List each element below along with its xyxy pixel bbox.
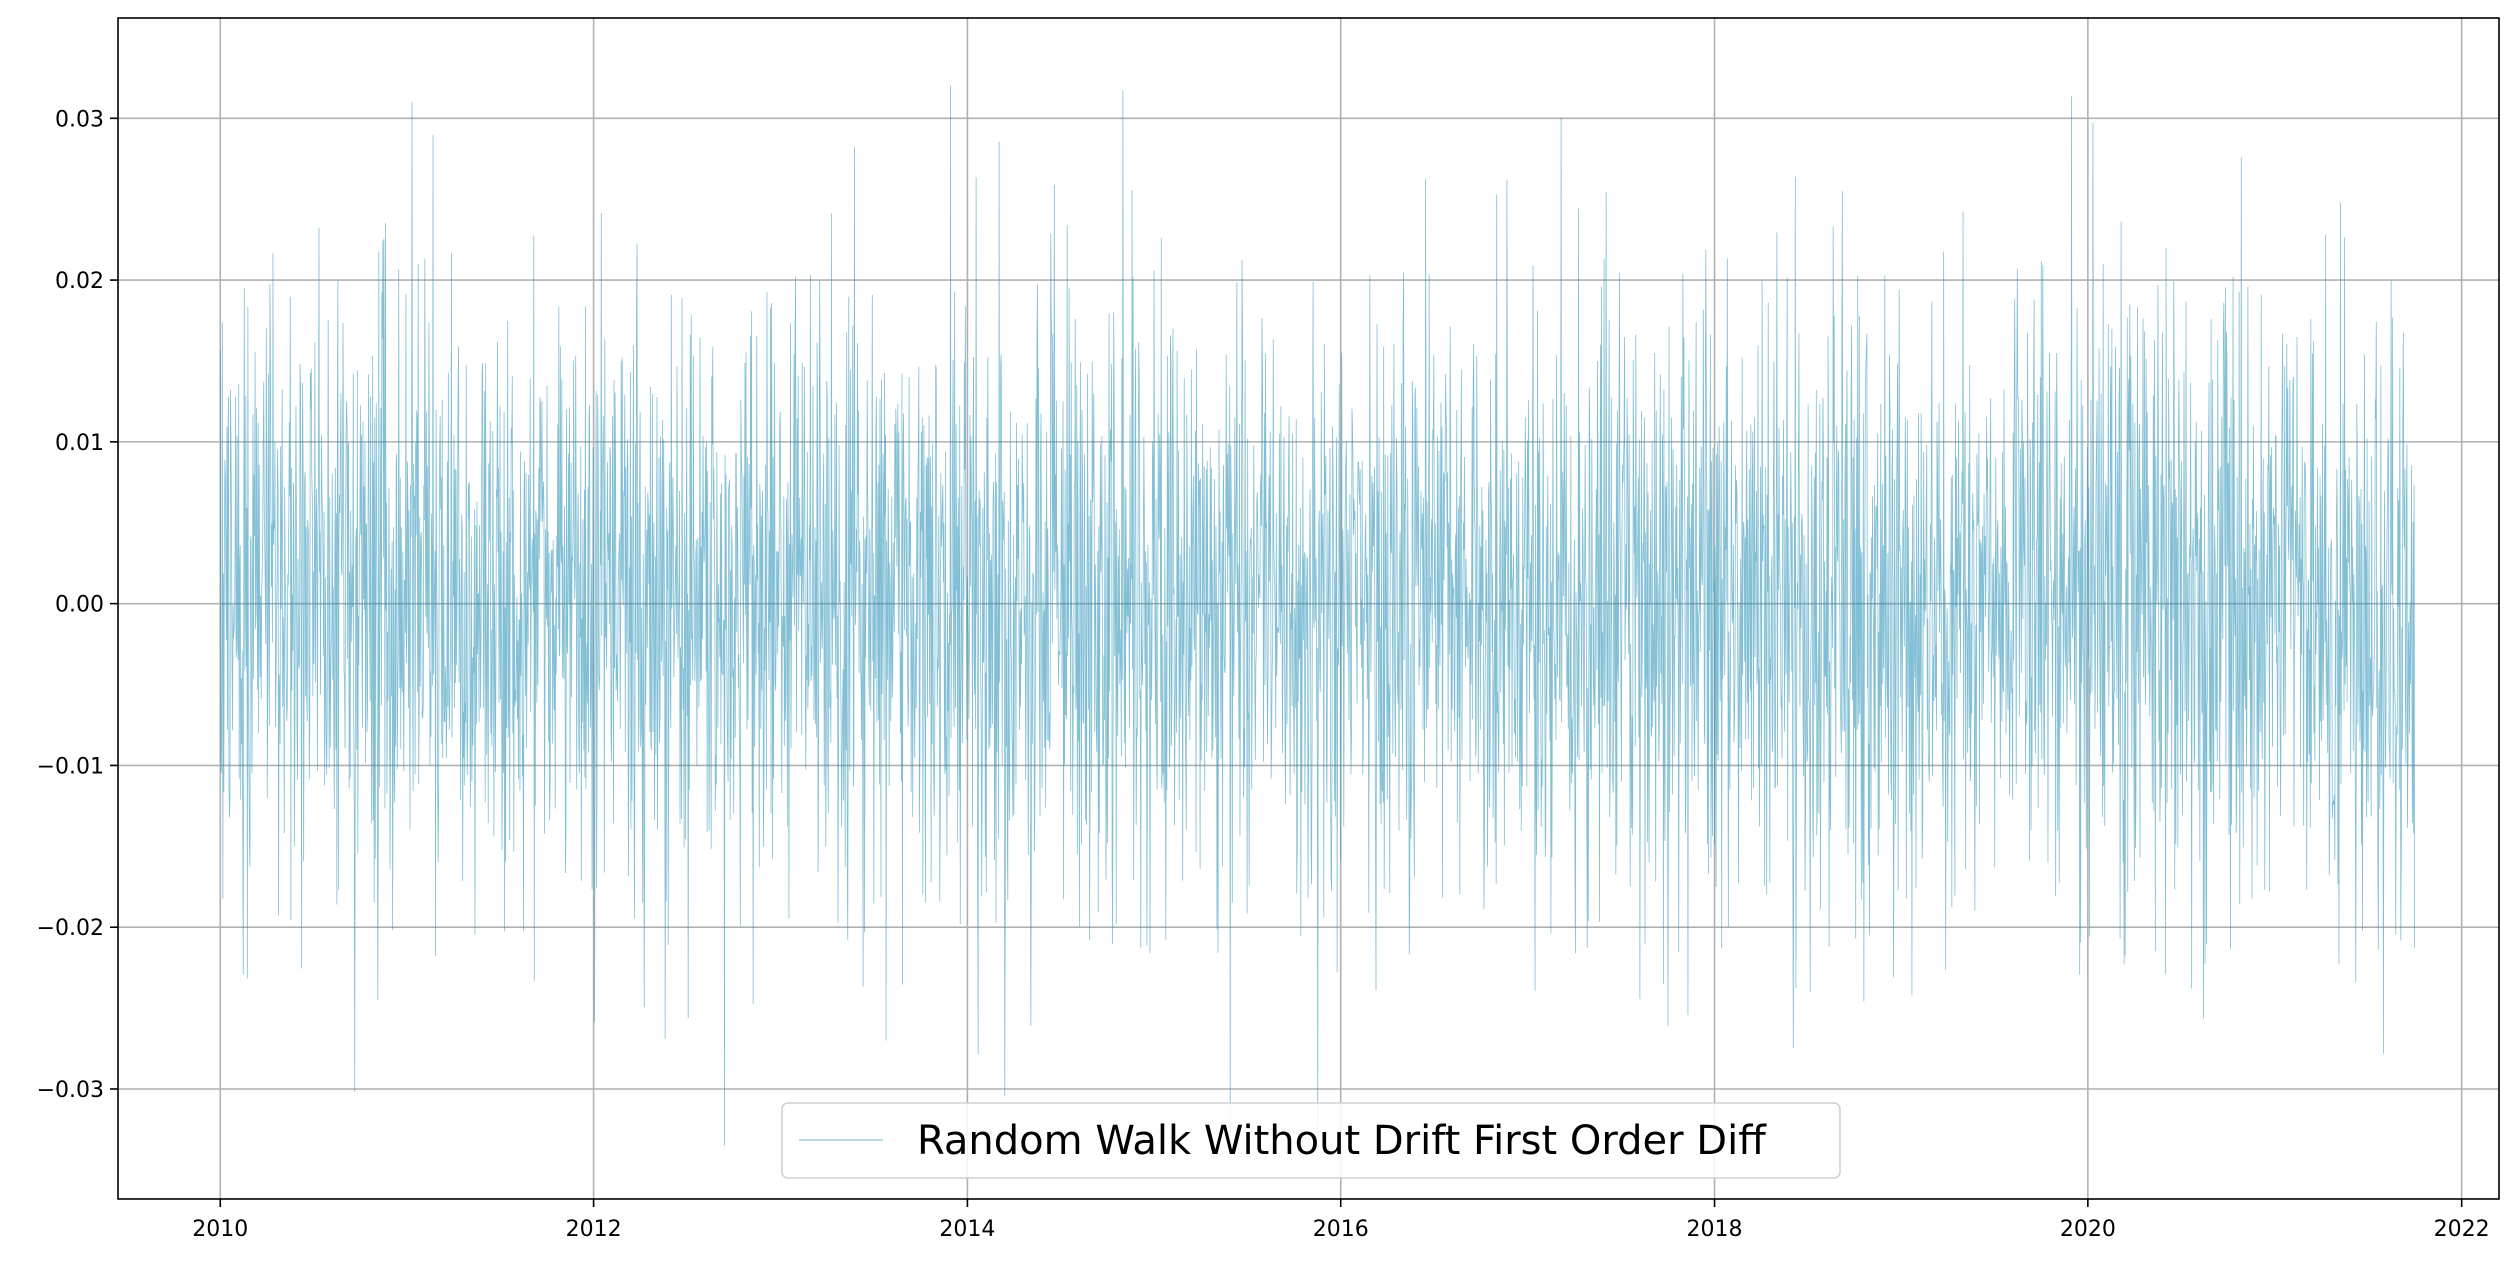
x-tick-label: 2016 [1313, 1217, 1369, 1242]
y-tick-label: −0.03 [37, 1078, 104, 1103]
y-tick-label: 0.00 [55, 593, 104, 618]
plot-frame [117, 17, 2500, 1200]
series-path [219, 85, 2416, 1146]
y-tick-label: −0.01 [37, 754, 104, 779]
x-axis: 2010 2012 2014 2016 2018 2020 2022 [192, 1199, 2490, 1242]
y-axis: 0.03 0.02 0.01 0.00 −0.01 −0.02 −0.03 [37, 107, 118, 1103]
legend-label: Random Walk Without Drift First Order Di… [917, 1118, 1767, 1164]
legend: Random Walk Without Drift First Order Di… [781, 1102, 1841, 1179]
legend-box [781, 1102, 1841, 1179]
y-tick-label: 0.03 [55, 107, 104, 132]
x-tick-label: 2012 [566, 1217, 622, 1242]
y-tick-label: −0.02 [37, 916, 104, 941]
y-tick-label: 0.01 [55, 431, 104, 456]
x-tick-label: 2022 [2434, 1217, 2490, 1242]
x-tick-label: 2020 [2060, 1217, 2116, 1242]
x-tick-label: 2018 [1687, 1217, 1743, 1242]
x-tick-label: 2010 [192, 1217, 248, 1242]
series-line [219, 85, 2416, 1146]
y-tick-label: 0.02 [55, 269, 104, 294]
x-tick-label: 2014 [939, 1217, 995, 1242]
